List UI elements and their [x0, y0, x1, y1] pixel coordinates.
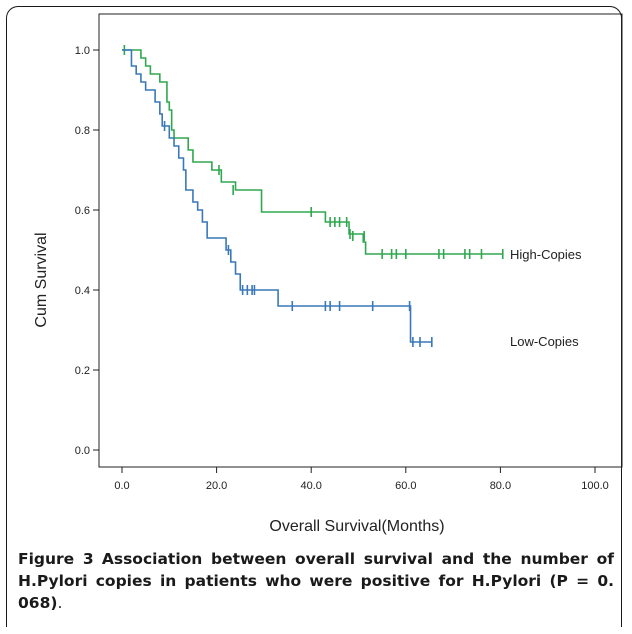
series-label-low-copies: Low-Copies — [510, 334, 579, 349]
x-tick-label: 20.0 — [206, 480, 227, 492]
figure-frame — [6, 6, 622, 627]
y-tick-label: 0.2 — [75, 365, 90, 377]
x-tick-label: 60.0 — [395, 480, 416, 492]
survival-line-low-copies — [122, 49, 432, 343]
figure-caption: Figure 3 Association between overall sur… — [18, 548, 614, 614]
caption-text: Association between overall survival and… — [18, 550, 615, 612]
y-tick-label: 0.0 — [75, 445, 90, 457]
y-axis-title: Cum Survival — [33, 232, 50, 327]
y-tick-label: 1.0 — [75, 45, 90, 57]
y-tick-label: 0.8 — [75, 125, 90, 137]
x-axis-title: Overall Survival(Months) — [269, 518, 444, 535]
chart-series-layer — [122, 45, 504, 347]
series-label-high-copies: High-Copies — [510, 247, 582, 262]
survival-line-high-copies — [122, 49, 503, 255]
plot-frame — [98, 13, 623, 468]
x-tick-label: 0.0 — [114, 480, 129, 492]
x-tick-label: 100.0 — [581, 480, 609, 492]
x-tick-label: 40.0 — [300, 480, 321, 492]
y-tick-label: 0.4 — [75, 285, 90, 297]
caption-end: . — [57, 594, 63, 612]
y-tick-label: 0.6 — [75, 205, 90, 217]
survival-chart: 0.0 0.2 0.4 0.6 0.8 1.0 0.0 20.0 40.0 60.0 80.0 100… — [33, 13, 623, 535]
chart-axes: 0.0 0.2 0.4 0.6 0.8 1.0 0.0 20.0 40.0 60.0 80.0 100… — [75, 13, 623, 492]
x-tick-label: 80.0 — [490, 480, 511, 492]
caption-label: Figure 3 — [18, 550, 94, 568]
